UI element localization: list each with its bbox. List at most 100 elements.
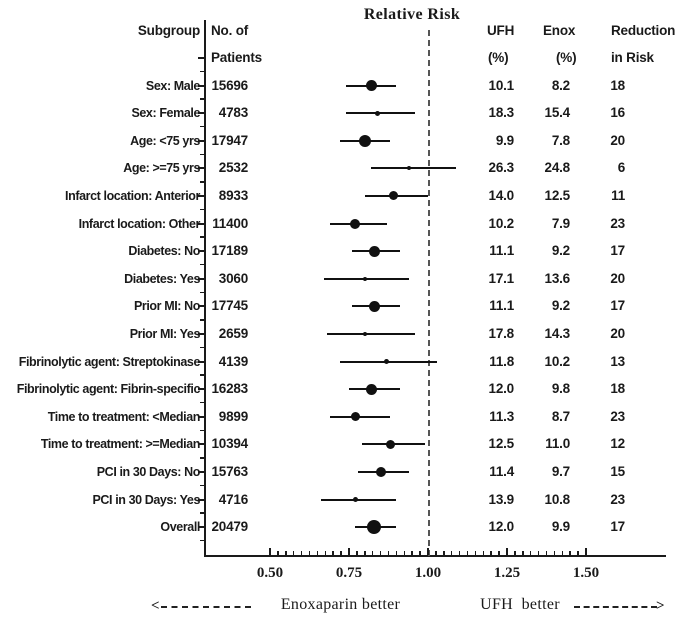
- confidence-interval-line: [326, 332, 416, 335]
- x-axis-minor-tick: [292, 551, 295, 555]
- point-estimate-marker: [365, 80, 377, 91]
- ufh-percent-value: 14.0: [488, 187, 515, 203]
- subgroup-label: Infarct location: Anterior: [65, 188, 200, 203]
- subgroup-label: Sex: Female: [131, 106, 200, 121]
- risk-reduction-value: 20: [610, 270, 625, 286]
- point-estimate-marker: [350, 218, 361, 229]
- y-axis-row-tick: [198, 139, 204, 142]
- point-estimate-marker: [367, 520, 382, 535]
- x-axis-minor-tick: [308, 551, 311, 555]
- y-axis-row-tick: [198, 112, 204, 115]
- enox-percent-value: 10.8: [544, 491, 571, 507]
- y-axis-minor-tick: [200, 484, 204, 487]
- risk-reduction-value: 17: [610, 243, 625, 259]
- column-header-patients-line2: Patients: [211, 50, 262, 65]
- patients-count: 2532: [218, 160, 248, 176]
- subgroup-label: Fibrinolytic agent: Fibrin-specific: [16, 382, 201, 397]
- enox-percent-value: 8.2: [551, 77, 570, 93]
- x-axis-minor-tick: [577, 551, 579, 555]
- x-axis-minor-tick: [466, 551, 469, 555]
- risk-reduction-value: 13: [610, 353, 625, 369]
- column-header-patients-line1: No. of: [211, 23, 249, 38]
- x-axis-minor-tick: [356, 551, 358, 555]
- patients-count: 16283: [211, 381, 248, 397]
- y-axis-row-tick: [198, 388, 204, 391]
- x-axis-minor-tick: [419, 551, 421, 555]
- ufh-percent-value: 12.0: [488, 381, 515, 397]
- y-axis-minor-tick: [200, 98, 204, 100]
- risk-reduction-value: 11: [611, 187, 625, 203]
- y-axis-row-tick: [198, 526, 204, 529]
- y-axis-minor-tick: [200, 291, 204, 293]
- patients-count: 20479: [211, 519, 248, 535]
- y-axis-minor-tick: [200, 236, 204, 238]
- confidence-interval-line: [371, 167, 457, 170]
- patients-count: 4783: [218, 105, 248, 121]
- column-header-enox-pct: (%): [556, 50, 577, 65]
- y-axis-row-tick: [198, 56, 204, 59]
- y-axis-row-tick: [198, 222, 204, 225]
- risk-reduction-value: 17: [610, 298, 625, 314]
- patients-count: 15696: [211, 77, 248, 93]
- subgroup-label: Diabetes: No: [128, 244, 200, 259]
- y-axis-row-tick: [198, 167, 204, 170]
- risk-reduction-value: 6: [617, 160, 626, 176]
- subgroup-label: Diabetes: Yes: [124, 271, 200, 286]
- ufh-percent-value: 18.3: [488, 105, 515, 121]
- point-estimate-marker: [375, 466, 386, 477]
- y-axis-minor-tick: [200, 208, 204, 211]
- enox-percent-value: 9.7: [551, 463, 570, 479]
- x-axis-minor-tick: [285, 551, 287, 555]
- x-axis-minor-tick: [490, 551, 492, 555]
- ufh-percent-value: 11.8: [489, 353, 514, 369]
- subgroup-label: Overall: [160, 520, 200, 535]
- x-axis-minor-tick: [379, 551, 382, 555]
- risk-reduction-value: 12: [610, 436, 625, 452]
- patients-count: 11400: [212, 215, 248, 231]
- x-axis-minor-tick: [411, 551, 413, 555]
- x-axis-minor-tick: [569, 551, 571, 555]
- y-axis-row-tick: [198, 194, 204, 197]
- point-estimate-marker: [388, 191, 398, 201]
- enox-percent-value: 15.4: [544, 105, 571, 121]
- point-estimate-marker: [384, 359, 390, 364]
- ufh-percent-value: 12.5: [488, 436, 515, 452]
- y-axis-minor-tick: [200, 181, 204, 183]
- ufh-percent-value: 26.3: [488, 160, 515, 176]
- patients-count: 2659: [218, 325, 248, 341]
- ufh-percent-value: 11.1: [489, 298, 514, 314]
- footer-right-label: UFH better: [480, 596, 560, 613]
- x-axis-minor-tick: [545, 551, 548, 555]
- x-axis-minor-tick: [371, 551, 374, 555]
- reference-line-rr-1: [428, 30, 430, 556]
- patients-count: 9899: [218, 408, 248, 424]
- y-axis-row-tick: [198, 498, 204, 501]
- y-axis-row-tick: [198, 443, 204, 446]
- x-axis-major-tick: [585, 548, 587, 555]
- patients-count: 4139: [218, 353, 248, 369]
- ufh-percent-value: 9.9: [495, 132, 514, 148]
- y-axis-line: [204, 20, 206, 557]
- patients-count: 3060: [218, 270, 248, 286]
- subgroup-label: Fibrinolytic agent: Streptokinase: [18, 354, 201, 369]
- risk-reduction-value: 20: [610, 132, 625, 148]
- subgroup-label: Sex: Male: [145, 78, 200, 93]
- subgroup-label: Time to treatment: <Median: [47, 409, 201, 424]
- risk-reduction-value: 23: [610, 215, 625, 231]
- subgroup-label: Age: <75 yrs: [130, 133, 200, 148]
- left-arrowhead-icon: <: [151, 598, 160, 614]
- x-axis-major-tick: [269, 548, 271, 555]
- left-arrow-dash-line: [161, 606, 251, 608]
- risk-reduction-value: 15: [610, 463, 625, 479]
- ufh-percent-value: 17.1: [488, 270, 515, 286]
- y-axis-row-tick: [198, 470, 204, 473]
- x-axis-major-tick: [506, 548, 508, 555]
- enox-percent-value: 7.9: [551, 215, 570, 231]
- point-estimate-marker: [362, 276, 367, 281]
- enox-percent-value: 24.8: [544, 160, 571, 176]
- ufh-percent-value: 11.3: [489, 408, 514, 424]
- enox-percent-value: 9.9: [551, 519, 570, 535]
- column-header-ufh-pct: (%): [488, 50, 509, 65]
- x-axis-minor-tick: [364, 551, 366, 555]
